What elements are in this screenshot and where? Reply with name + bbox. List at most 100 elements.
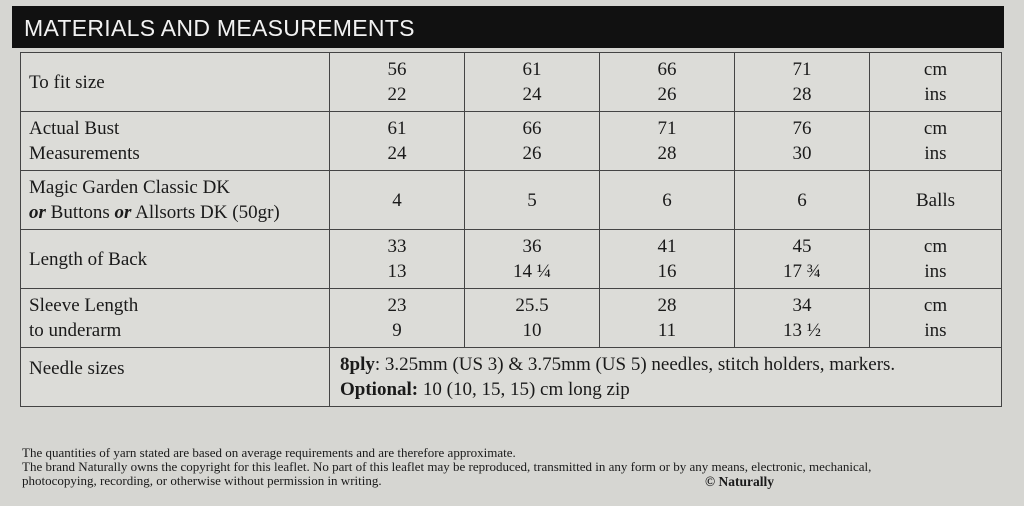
label-part: Buttons (45, 202, 115, 223)
table-row: Magic Garden Classic DK or Buttons or All… (20, 170, 1002, 230)
label-line: or Buttons or Allsorts DK (50gr) (29, 200, 329, 225)
measurements-table: To fit size 56 22 61 24 66 26 71 28 cm ins Actual B… (20, 52, 1002, 407)
value-line: 61 (522, 59, 542, 80)
size-value: 6 (599, 170, 735, 230)
label-part: or (114, 202, 132, 223)
size-value: 34 13 ½ (734, 288, 870, 348)
value-line: 26 (522, 143, 542, 164)
size-value: 36 14 ¼ (464, 229, 600, 289)
value-line: 66 (522, 118, 542, 139)
unit-line: ins (924, 320, 947, 341)
value-line: 22 (387, 84, 407, 105)
footer-notes: The quantities of yarn stated are based … (22, 446, 1012, 488)
value-line: 6 (662, 189, 672, 211)
footer-line: The brand Naturally owns the copyright f… (22, 459, 872, 474)
unit: cm ins (869, 52, 1002, 112)
unit: cm ins (869, 229, 1002, 289)
value-line: 24 (387, 143, 407, 164)
unit-line: cm (923, 59, 948, 80)
value-line: 11 (657, 320, 677, 341)
value-line: 61 (387, 118, 407, 139)
size-value: 66 26 (464, 111, 600, 171)
value-line: 24 (522, 84, 542, 105)
label-line: to underarm (29, 320, 122, 341)
footer-line: The quantities of yarn stated are based … (22, 445, 516, 460)
label-line: Magic Garden Classic DK (29, 177, 231, 198)
size-value: 6 (734, 170, 870, 230)
value-line: 28 (792, 84, 812, 105)
size-value: 56 22 (329, 52, 465, 112)
value-line: 13 (387, 261, 407, 282)
size-value: 71 28 (599, 111, 735, 171)
row-label: Needle sizes (20, 347, 330, 407)
value-line: 45 (792, 236, 812, 257)
footer-line: photocopying, recording, or otherwise wi… (22, 473, 382, 488)
value-line: 14 ¼ (513, 261, 551, 282)
value-line: 28 (657, 143, 677, 164)
size-value: 66 26 (599, 52, 735, 112)
optional-line: Optional: 10 (10, 15, 15) cm long zip (340, 377, 1001, 402)
value-line: 71 (792, 59, 812, 80)
table-row: Sleeve Length to underarm 23 9 25.5 10 28 11 34 1… (20, 288, 1002, 348)
label-line: Sleeve Length (29, 295, 139, 316)
value-line: 26 (657, 84, 677, 105)
value-line: 28 (657, 295, 677, 316)
row-label: Sleeve Length to underarm (20, 288, 330, 348)
optional-text: 10 (10, 15, 15) cm long zip (418, 379, 630, 400)
unit: cm ins (869, 111, 1002, 171)
value-line: 76 (792, 118, 812, 139)
value-line: 16 (657, 261, 677, 282)
table-row: To fit size 56 22 61 24 66 26 71 28 cm ins (20, 52, 1002, 112)
value-line: 4 (392, 189, 402, 211)
needle-line: 8ply: 3.25mm (US 3) & 3.75mm (US 5) need… (340, 352, 1001, 377)
value-line: 23 (387, 295, 407, 316)
unit-line: ins (924, 143, 947, 164)
value-line: 56 (387, 59, 407, 80)
size-value: 45 17 ¾ (734, 229, 870, 289)
copyright: © Naturally (705, 474, 774, 489)
optional-bold: Optional: (340, 379, 419, 400)
unit: cm ins (869, 288, 1002, 348)
label-part: or (29, 202, 46, 223)
size-value: 76 30 (734, 111, 870, 171)
unit-line: cm (923, 118, 948, 139)
size-value: 61 24 (329, 111, 465, 171)
table-row-needles: Needle sizes 8ply: 3.25mm (US 3) & 3.75m… (20, 347, 1002, 407)
unit-line: ins (924, 261, 947, 282)
table-row: Actual Bust Measurements 61 24 66 26 71 28 76 30 c… (20, 111, 1002, 171)
table-row: Length of Back 33 13 36 14 ¼ 41 16 45 17 ¾ cm ins (20, 229, 1002, 289)
needle-bold: 8ply (340, 354, 375, 375)
unit-line: cm (923, 236, 948, 257)
unit: Balls (869, 170, 1002, 230)
section-title: MATERIALS AND MEASUREMENTS (24, 15, 415, 41)
value-line: 25.5 (515, 295, 549, 316)
value-line: 10 (522, 320, 542, 341)
size-value: 5 (464, 170, 600, 230)
section-header: MATERIALS AND MEASUREMENTS (12, 6, 1004, 48)
size-value: 4 (329, 170, 465, 230)
size-value: 71 28 (734, 52, 870, 112)
value-line: 33 (387, 236, 407, 257)
value-line: 6 (797, 189, 807, 211)
label-part: Allsorts DK (50gr) (131, 202, 280, 223)
size-value: 61 24 (464, 52, 600, 112)
label-line: To fit size (29, 71, 105, 93)
label-line: Actual Bust (29, 118, 120, 139)
row-label: Magic Garden Classic DK or Buttons or All… (20, 170, 330, 230)
value-line: 66 (657, 59, 677, 80)
value-line: 30 (792, 143, 812, 164)
unit-line: ins (924, 84, 947, 105)
value-line: 41 (657, 236, 677, 257)
row-label: Actual Bust Measurements (20, 111, 330, 171)
row-label: To fit size (20, 52, 330, 112)
size-value: 23 9 (329, 288, 465, 348)
value-line: 34 (792, 295, 812, 316)
size-value: 41 16 (599, 229, 735, 289)
label-line: Measurements (29, 143, 140, 164)
size-value: 25.5 10 (464, 288, 600, 348)
value-line: 9 (392, 320, 402, 341)
row-label: Length of Back (20, 229, 330, 289)
unit-line: cm (923, 295, 948, 316)
size-value: 28 11 (599, 288, 735, 348)
needle-text: : 3.25mm (US 3) & 3.75mm (US 5) needles,… (374, 354, 896, 375)
